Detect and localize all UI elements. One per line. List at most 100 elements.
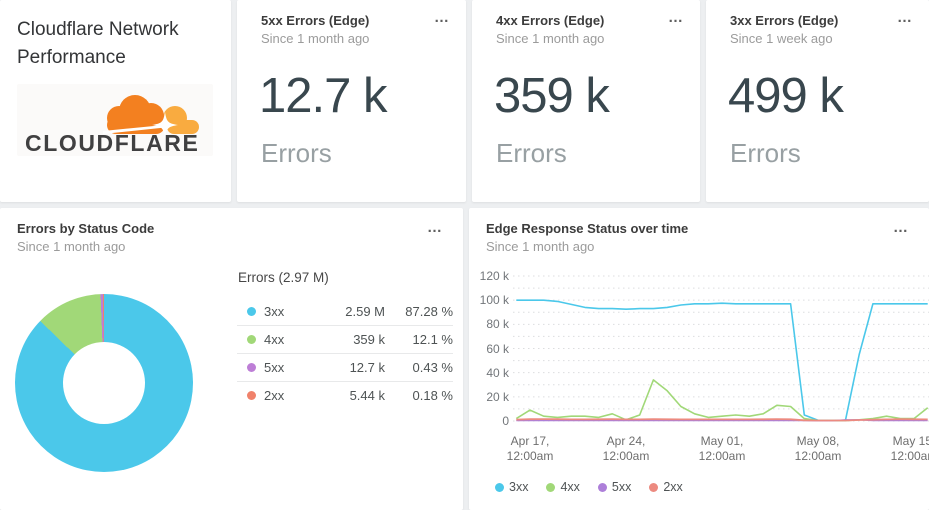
series-line-4xx	[515, 379, 929, 422]
legend-dot	[247, 363, 256, 372]
card-title: 5xx Errors (Edge)	[261, 13, 370, 28]
card-subtitle: Since 1 week ago	[730, 31, 833, 46]
y-axis-label: 120 k	[479, 269, 509, 283]
chart-legend: 3xx 4xx 5xx 2xx	[495, 480, 683, 494]
card-menu-button[interactable]: …	[427, 219, 443, 236]
cloudflare-logo-svg: CLOUDFLARE	[25, 95, 199, 156]
legend-item-4xx[interactable]: 4xx	[546, 480, 580, 494]
series-line-3xx	[516, 299, 928, 422]
stat-value: 499 k	[728, 69, 844, 123]
line-chart-card: Edge Response Status over time Since 1 m…	[469, 208, 929, 510]
card-title: Edge Response Status over time	[486, 221, 689, 236]
x-axis-tick-line: 12:00am	[698, 449, 746, 463]
x-axis-tick-line: 12:00am	[602, 449, 650, 463]
legend-row-3xx[interactable]: 3xx 2.59 M 87.28 %	[237, 297, 453, 325]
legend-dot	[247, 391, 256, 400]
x-axis-labels: Apr 17, 12:00am Apr 24, 12:00am May 01, 12:00…	[507, 434, 929, 466]
legend-value: 5.44 k	[349, 388, 385, 403]
stat-card-5xx: 5xx Errors (Edge) Since 1 month ago … 12…	[237, 0, 466, 202]
legend-dot	[597, 482, 607, 492]
card-title: 4xx Errors (Edge)	[496, 13, 605, 28]
legend-dot	[247, 306, 256, 316]
stat-unit-label: Errors	[496, 138, 567, 168]
legend-value: 12.7 k	[349, 360, 385, 375]
legend-item-3xx[interactable]: 3xx	[495, 480, 528, 494]
legend-label: 3xx	[264, 303, 285, 319]
y-axis-label: 20 k	[486, 389, 509, 404]
legend-table-rows: 3xx 2.59 M 87.28 % 4xx 359 k 12.1 % 5xx 12.7 k 0…	[237, 297, 453, 409]
y-axis-label: 40 k	[486, 365, 509, 380]
series-line-2xx	[516, 418, 928, 422]
legend-row-2xx[interactable]: 2xx 5.44 k 0.18 %	[237, 381, 453, 409]
x-axis-tick-line: May 08,	[796, 434, 840, 448]
legend-pct: 0.18 %	[412, 388, 453, 403]
card-header: Edge Response Status over time Since 1 m…	[469, 208, 929, 255]
stat-card-3xx: 3xx Errors (Edge) Since 1 week ago … 499…	[706, 0, 929, 202]
legend-value: 2.59 M	[345, 303, 385, 319]
card-menu-button[interactable]: …	[897, 9, 913, 26]
legend-dot	[495, 482, 504, 492]
dashboard-title: Cloudflare Network Performance	[17, 19, 179, 68]
legend-pct: 12.1 %	[412, 332, 453, 347]
x-axis-tick-line: May 01,	[700, 434, 744, 448]
legend-label: 2xx	[264, 388, 285, 403]
legend-row-5xx[interactable]: 5xx 12.7 k 0.43 %	[237, 353, 453, 381]
card-subtitle: Since 1 month ago	[486, 239, 595, 254]
card-title: 3xx Errors (Edge)	[730, 13, 839, 28]
x-axis-tick-line: 12:00am	[506, 449, 554, 463]
y-axis-label: 100 k	[479, 293, 509, 308]
card-menu-button[interactable]: …	[668, 9, 684, 26]
logo-wordmark: CLOUDFLARE	[25, 130, 199, 156]
sparkle-icon	[152, 112, 178, 138]
legend-label: 3xx	[509, 480, 529, 494]
x-axis-tick: Apr 17, 12:00am	[507, 434, 554, 464]
x-axis-tick: Apr 24, 12:00am	[603, 434, 650, 464]
card-header: 5xx Errors (Edge) Since 1 month ago …	[237, 0, 466, 47]
x-axis-tick-line: Apr 24,	[606, 434, 646, 448]
x-axis-tick-line: May 15,	[892, 434, 929, 448]
legend-dot	[649, 482, 659, 492]
y-axis-label: 0	[502, 414, 509, 428]
legend-label: 4xx	[264, 332, 285, 347]
card-header: 4xx Errors (Edge) Since 1 month ago …	[472, 0, 700, 47]
stat-card-4xx: 4xx Errors (Edge) Since 1 month ago … 35…	[472, 0, 700, 202]
legend-item-2xx[interactable]: 2xx	[649, 480, 683, 494]
y-axis-labels: 0 20 k 40 k 60 k 80 k 100 k 120 k	[469, 269, 509, 432]
legend-label: 5xx	[264, 360, 285, 375]
stat-unit-label: Errors	[261, 138, 332, 168]
legend-row-4xx[interactable]: 4xx 359 k 12.1 %	[237, 325, 453, 353]
card-menu-button[interactable]: …	[893, 219, 909, 236]
x-axis-tick-line: Apr 17,	[510, 434, 550, 448]
stat-unit-label: Errors	[730, 138, 801, 168]
legend-table: Errors (2.97 M) 3xx 2.59 M 87.28 % 4xx 359 k…	[237, 266, 453, 409]
cloudflare-logo: CLOUDFLARE	[17, 84, 213, 156]
stat-value: 12.7 k	[259, 69, 387, 123]
x-axis-tick: May 08, 12:00am	[795, 434, 842, 464]
y-axis-label: 60 k	[486, 341, 509, 356]
card-title: Errors by Status Code	[17, 221, 155, 236]
card-subtitle: Since 1 month ago	[261, 31, 370, 46]
card-header: Errors by Status Code Since 1 month ago …	[0, 208, 463, 255]
stat-value: 359 k	[494, 69, 610, 123]
title-card: Cloudflare Network Performance	[0, 0, 231, 202]
y-axis-label: 80 k	[486, 317, 509, 332]
card-subtitle: Since 1 month ago	[496, 31, 605, 46]
card-menu-button[interactable]: …	[434, 9, 450, 26]
legend-item-5xx[interactable]: 5xx	[597, 480, 632, 494]
legend-pct: 0.43 %	[412, 360, 453, 375]
line-chart[interactable]	[513, 272, 929, 428]
x-axis-tick-line: 12:00am	[890, 449, 929, 463]
donut-hole	[63, 342, 145, 424]
card-header: 3xx Errors (Edge) Since 1 week ago …	[706, 0, 929, 47]
legend-label: 5xx	[611, 480, 632, 494]
legend-value: 359 k	[353, 332, 385, 347]
donut-chart[interactable]	[15, 294, 193, 472]
legend-label: 4xx	[560, 480, 580, 494]
legend-table-header: Errors (2.97 M)	[238, 270, 329, 285]
x-axis-tick-line: 12:00am	[794, 449, 842, 463]
cloud-icon	[103, 95, 199, 134]
legend-label: 2xx	[663, 480, 683, 494]
x-axis-tick: May 01, 12:00am	[699, 434, 746, 464]
legend-dot	[546, 482, 556, 492]
